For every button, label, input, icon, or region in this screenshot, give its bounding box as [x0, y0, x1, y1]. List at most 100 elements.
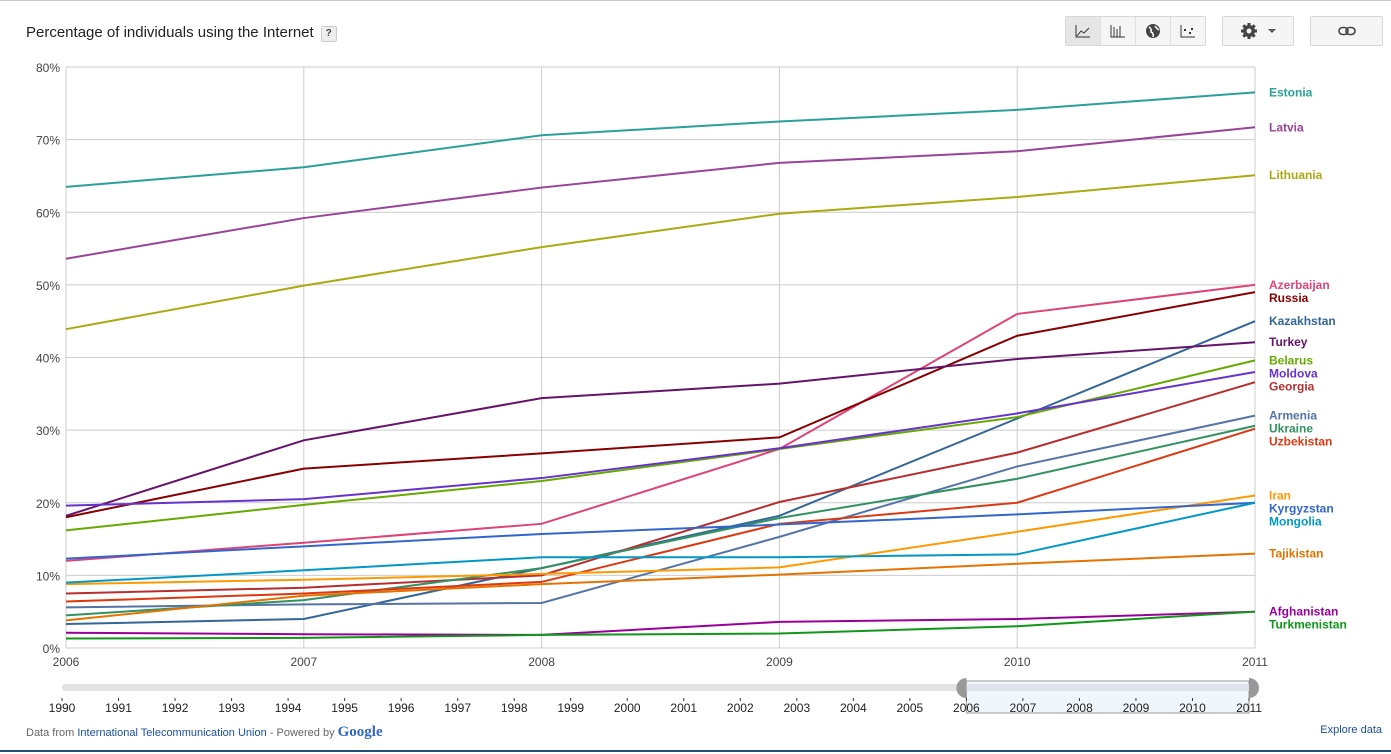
line-chart: 0% 10% 20% 30% 40% 50% 60% 70% 80% 2006 2007 2008 20… [36, 61, 1347, 715]
y-tick-label: 10% [36, 569, 60, 583]
timeline-year-label: 1995 [331, 701, 358, 715]
legend-label-mongolia: Mongolia [1269, 514, 1322, 528]
legend-label-kyrgyzstan: Kyrgyzstan [1269, 501, 1334, 515]
timeline-year-label: 1990 [49, 701, 76, 715]
series-line-iran [65, 494, 1256, 586]
y-tick-label: 20% [36, 497, 60, 511]
timeline-year-label: 1999 [557, 701, 584, 715]
series-line-lithuania [65, 174, 1256, 331]
footer-prefix: Data from [26, 727, 78, 739]
x-tick-label: 2006 [53, 655, 80, 669]
legend-label-belarus: Belarus [1269, 353, 1313, 367]
y-tick-label: 40% [36, 352, 60, 366]
timeline-year-label: 2006 [953, 701, 980, 715]
series-line-ukraine [65, 424, 1256, 617]
series-line-turkey [65, 341, 1256, 517]
timeline-selected-track [966, 684, 1249, 691]
chart-title-text: Percentage of individuals using the Inte… [26, 24, 314, 41]
chart-type-toolbar [1065, 16, 1206, 46]
bar-chart-icon [1110, 25, 1125, 38]
series-line-kazakhstan [65, 320, 1256, 626]
legend-label-turkey: Turkey [1269, 335, 1308, 349]
timeline-track [62, 684, 1249, 691]
timeline-year-label: 1997 [444, 701, 471, 715]
x-tick-label: 2007 [290, 655, 317, 669]
series-line-kyrgyzstan [65, 501, 1256, 560]
timeline-year-label: 1992 [162, 701, 189, 715]
series-line-russia [65, 291, 1256, 519]
timeline-year-label: 2001 [670, 701, 697, 715]
series-line-latvia [65, 126, 1256, 260]
google-logo: Google [338, 724, 383, 740]
explore-data-link[interactable]: Explore data [1320, 724, 1382, 736]
timeline-year-label: 2007 [1010, 701, 1037, 715]
gear-icon [1241, 23, 1257, 39]
legend-label-azerbaijan: Azerbaijan [1269, 278, 1330, 292]
legend-label-ukraine: Ukraine [1269, 422, 1313, 436]
series-line-uzbekistan [65, 427, 1256, 603]
legend-label-lithuania: Lithuania [1269, 168, 1323, 182]
timeline-year-label: 2010 [1179, 701, 1206, 715]
footer-powered: - Powered by [266, 727, 338, 739]
legend-label-latvia: Latvia [1269, 120, 1304, 134]
legend-label-afghanistan: Afghanistan [1269, 605, 1338, 619]
chevron-down-icon [1268, 28, 1276, 33]
timeline-year-label: 2008 [1066, 701, 1093, 715]
y-tick-label: 60% [36, 206, 60, 220]
footer-attribution: Data from International Telecommunicatio… [26, 724, 383, 741]
series-line-belarus [65, 359, 1256, 532]
map-chart-button[interactable] [1136, 17, 1171, 45]
scatter-chart-icon [1180, 25, 1195, 38]
timeline-year-label: 2002 [727, 701, 754, 715]
bar-chart-button[interactable] [1101, 17, 1136, 45]
chart-title: Percentage of individuals using the Inte… [26, 24, 337, 42]
legend-label-moldova: Moldova [1269, 366, 1318, 380]
x-tick-label: 2011 [1242, 655, 1268, 669]
bottom-border [0, 750, 1391, 752]
legend-label-iran: Iran [1269, 488, 1291, 502]
series-line-afghanistan [65, 610, 1256, 636]
y-tick-label: 30% [36, 424, 60, 438]
timeline-year-label: 2011 [1236, 701, 1262, 715]
timeline-end-handle[interactable] [1249, 678, 1259, 698]
x-tick-label: 2008 [528, 655, 555, 669]
legend-label-estonia: Estonia [1269, 85, 1313, 99]
timeline-year-label: 1996 [388, 701, 415, 715]
source-link[interactable]: International Telecommunication Union [77, 727, 267, 739]
timeline-year-label: 2005 [897, 701, 924, 715]
top-border [0, 0, 1391, 1]
line-chart-icon [1075, 25, 1090, 38]
series-line-estonia [65, 91, 1256, 188]
timeline-year-label: 1991 [105, 701, 132, 715]
legend-label-uzbekistan: Uzbekistan [1269, 435, 1332, 449]
y-tick-label: 0% [43, 642, 61, 656]
link-button[interactable] [1310, 16, 1383, 46]
series-line-georgia [65, 381, 1256, 595]
timeline-year-label: 1993 [218, 701, 245, 715]
x-tick-label: 2009 [766, 655, 793, 669]
link-icon [1337, 26, 1356, 36]
timeline-start-handle[interactable] [956, 678, 967, 698]
x-tick-label: 2010 [1004, 655, 1031, 669]
timeline-year-label: 1994 [275, 701, 302, 715]
series-line-moldova [65, 371, 1256, 507]
y-tick-label: 80% [36, 61, 60, 75]
legend-label-tajikistan: Tajikistan [1269, 547, 1323, 561]
timeline-year-label: 2003 [783, 701, 810, 715]
y-tick-label: 70% [36, 134, 60, 148]
series-line-tajikistan [65, 552, 1256, 622]
timeline-year-label: 1998 [501, 701, 528, 715]
scatter-chart-button[interactable] [1171, 17, 1205, 45]
legend-label-kazakhstan: Kazakhstan [1269, 314, 1336, 328]
settings-button[interactable] [1222, 16, 1294, 46]
line-chart-button[interactable] [1066, 17, 1101, 45]
timeline-year-label: 2009 [1123, 701, 1150, 715]
timeline-year-label: 2000 [614, 701, 641, 715]
legend-label-georgia: Georgia [1269, 379, 1315, 393]
help-button[interactable]: ? [320, 26, 337, 42]
series-line-azerbaijan [65, 283, 1256, 562]
series-line-turkmenistan [65, 610, 1256, 640]
series-line-mongolia [65, 501, 1256, 584]
legend-label-armenia: Armenia [1269, 409, 1317, 423]
legend-label-russia: Russia [1269, 291, 1309, 305]
